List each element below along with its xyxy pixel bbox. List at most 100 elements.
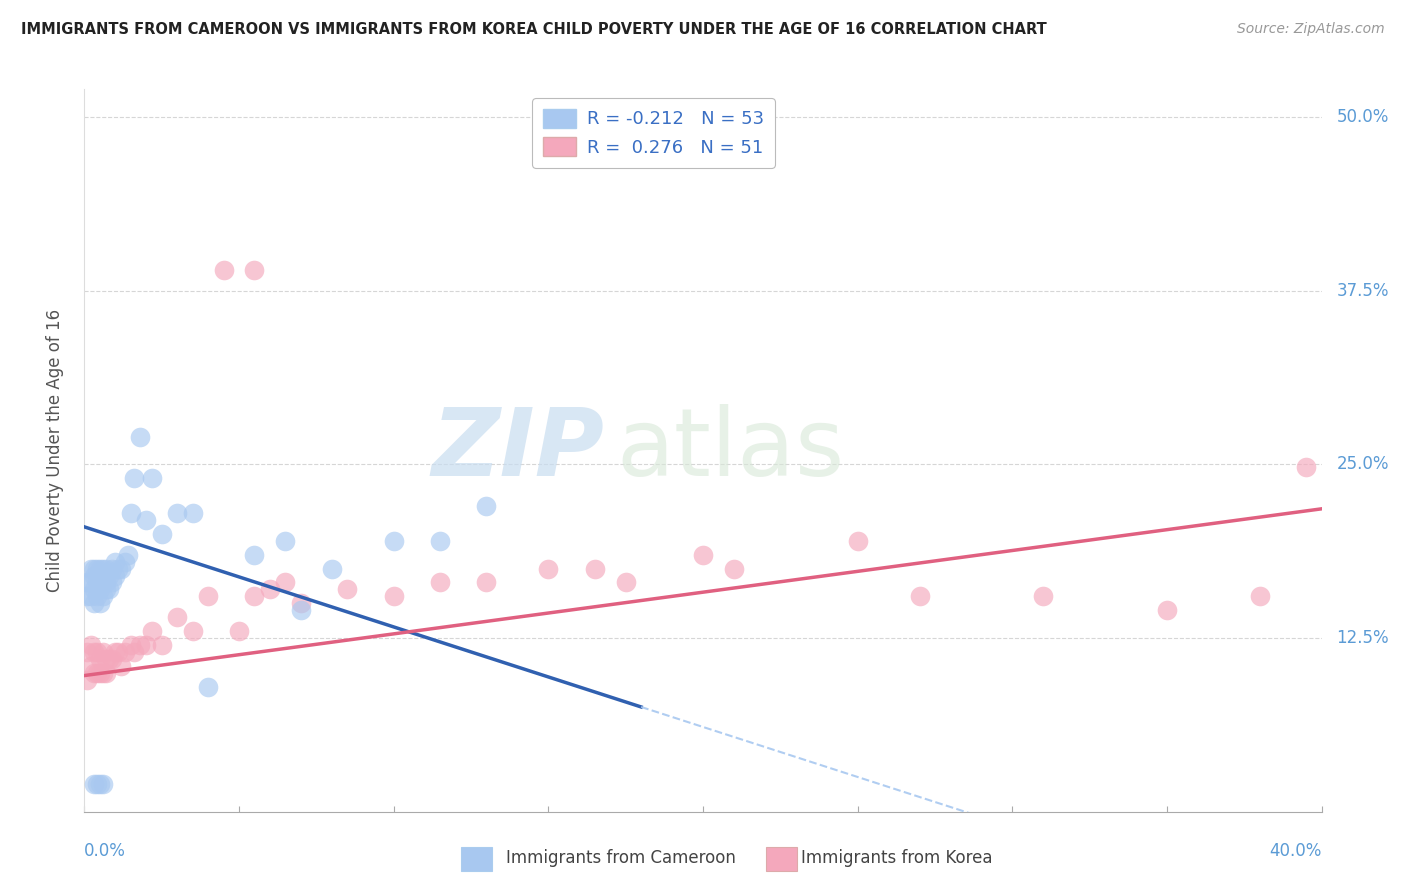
Point	[79, 638, 101, 652]
Text: 40.0%: 40.0%	[1270, 842, 1322, 860]
Point	[197, 680, 219, 694]
Point	[89, 596, 111, 610]
Point	[723, 561, 745, 575]
Point	[104, 555, 127, 569]
Point	[83, 561, 105, 575]
Point	[336, 582, 359, 597]
Point	[321, 561, 343, 575]
Point	[117, 548, 139, 562]
Text: atlas: atlas	[616, 404, 845, 497]
Point	[110, 561, 132, 575]
Point	[135, 513, 157, 527]
Point	[429, 575, 451, 590]
Point	[86, 561, 108, 575]
Point	[135, 638, 157, 652]
Point	[1032, 590, 1054, 604]
Point	[91, 590, 114, 604]
Text: 12.5%: 12.5%	[1337, 629, 1389, 647]
Point	[129, 638, 152, 652]
Point	[475, 575, 498, 590]
Point	[86, 777, 108, 791]
Point	[101, 652, 124, 666]
Point	[86, 590, 108, 604]
Point	[76, 673, 98, 687]
Point	[83, 568, 105, 582]
Point	[91, 777, 114, 791]
Point	[129, 429, 152, 443]
Point	[86, 575, 108, 590]
Point	[101, 575, 124, 590]
Text: 50.0%: 50.0%	[1337, 108, 1389, 126]
Point	[537, 561, 560, 575]
Point	[274, 575, 297, 590]
Point	[91, 665, 114, 680]
Point	[94, 561, 117, 575]
Point	[83, 777, 105, 791]
Point	[1249, 590, 1271, 604]
Point	[141, 471, 163, 485]
Point	[79, 658, 101, 673]
Point	[94, 582, 117, 597]
Point	[614, 575, 637, 590]
Point	[583, 561, 606, 575]
Text: Immigrants from Korea: Immigrants from Korea	[801, 849, 993, 867]
Point	[104, 645, 127, 659]
Point	[89, 665, 111, 680]
Text: Source: ZipAtlas.com: Source: ZipAtlas.com	[1237, 22, 1385, 37]
Point	[382, 533, 405, 548]
Point	[122, 645, 145, 659]
Text: IMMIGRANTS FROM CAMEROON VS IMMIGRANTS FROM KOREA CHILD POVERTY UNDER THE AGE OF: IMMIGRANTS FROM CAMEROON VS IMMIGRANTS F…	[21, 22, 1047, 37]
Point	[76, 645, 98, 659]
Point	[181, 624, 204, 639]
Point	[166, 610, 188, 624]
Point	[1295, 460, 1317, 475]
Text: 37.5%: 37.5%	[1337, 282, 1389, 300]
Point	[83, 665, 105, 680]
Point	[908, 590, 931, 604]
Point	[89, 582, 111, 597]
Point	[120, 638, 142, 652]
Point	[83, 645, 105, 659]
Point	[94, 652, 117, 666]
Point	[114, 555, 136, 569]
Point	[110, 658, 132, 673]
Point	[1156, 603, 1178, 617]
Point	[166, 506, 188, 520]
Point	[83, 596, 105, 610]
Point	[114, 645, 136, 659]
Point	[290, 603, 312, 617]
Point	[846, 533, 869, 548]
Point	[429, 533, 451, 548]
Point	[475, 499, 498, 513]
Point	[89, 561, 111, 575]
Point	[86, 665, 108, 680]
Point	[89, 575, 111, 590]
Point	[228, 624, 250, 639]
Point	[274, 533, 297, 548]
Point	[692, 548, 714, 562]
Point	[89, 652, 111, 666]
Point	[98, 582, 121, 597]
Point	[141, 624, 163, 639]
Y-axis label: Child Poverty Under the Age of 16: Child Poverty Under the Age of 16	[45, 309, 63, 592]
Point	[243, 262, 266, 277]
Point	[98, 652, 121, 666]
Point	[290, 596, 312, 610]
Point	[107, 645, 129, 659]
Point	[86, 645, 108, 659]
Point	[91, 575, 114, 590]
Point	[150, 526, 173, 541]
Point	[79, 575, 101, 590]
Point	[91, 645, 114, 659]
Point	[79, 561, 101, 575]
Point	[76, 575, 98, 590]
Point	[259, 582, 281, 597]
Point	[76, 590, 98, 604]
Point	[91, 561, 114, 575]
Point	[212, 262, 235, 277]
Text: 0.0%: 0.0%	[84, 842, 127, 860]
Point	[243, 548, 266, 562]
Point	[101, 561, 124, 575]
Point	[107, 561, 129, 575]
Point	[94, 575, 117, 590]
